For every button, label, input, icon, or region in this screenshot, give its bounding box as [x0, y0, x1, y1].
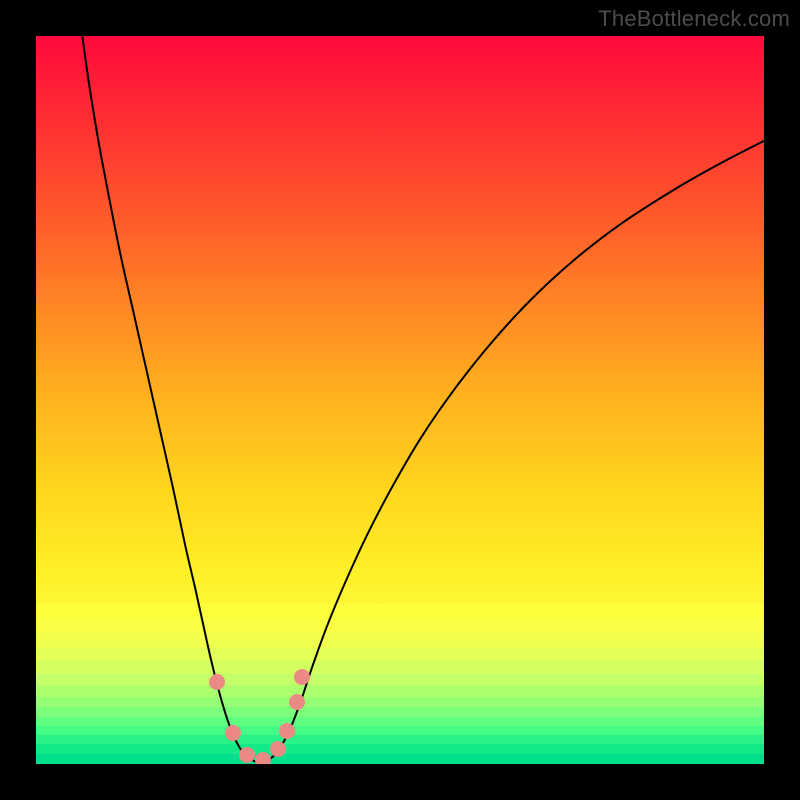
chart-frame: TheBottleneck.com: [0, 0, 800, 800]
trough-marker: [294, 669, 310, 685]
curve-right-branch: [262, 140, 764, 762]
curve-left-branch: [80, 36, 261, 763]
watermark-text: TheBottleneck.com: [598, 6, 790, 32]
trough-marker: [225, 725, 241, 741]
trough-marker: [289, 694, 305, 710]
trough-marker: [255, 752, 271, 764]
bottleneck-curve: [36, 36, 764, 764]
trough-marker: [209, 674, 225, 690]
trough-marker: [279, 723, 295, 739]
trough-marker: [270, 741, 286, 757]
trough-marker: [239, 747, 255, 763]
plot-area: [36, 36, 764, 764]
